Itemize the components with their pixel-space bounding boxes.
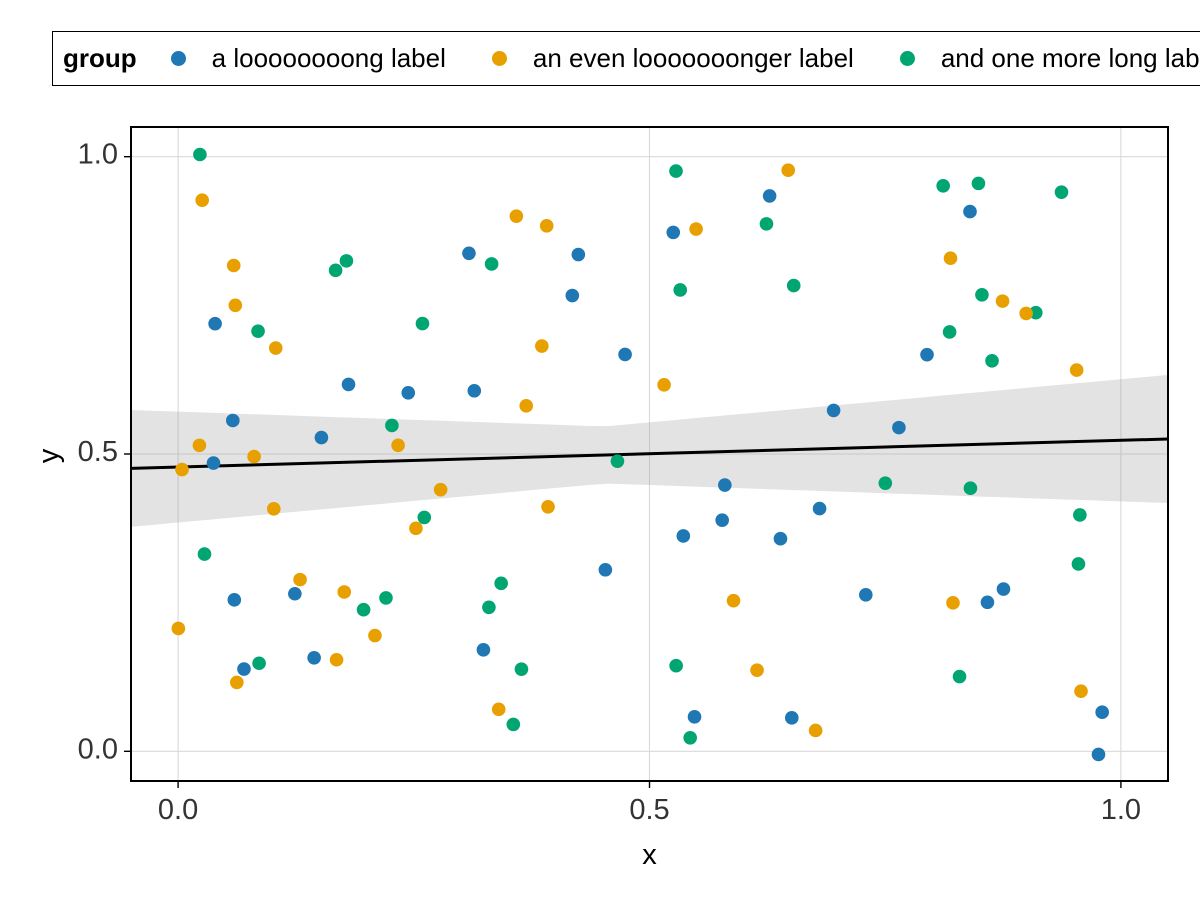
svg-text:x: x: [642, 839, 657, 871]
svg-text:0.5: 0.5: [78, 436, 118, 468]
svg-text:0.0: 0.0: [78, 733, 118, 765]
svg-text:y: y: [33, 448, 65, 463]
svg-text:1.0: 1.0: [1101, 794, 1141, 826]
svg-text:0.5: 0.5: [629, 794, 669, 826]
svg-text:1.0: 1.0: [78, 139, 118, 171]
svg-text:0.0: 0.0: [158, 794, 198, 826]
